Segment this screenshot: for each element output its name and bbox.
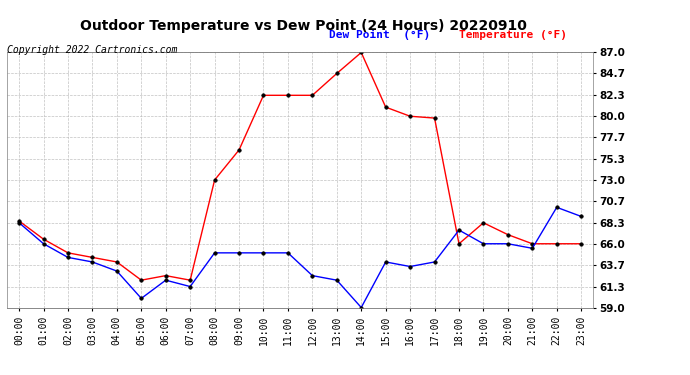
Text: Temperature (°F): Temperature (°F) [458, 30, 566, 40]
Text: Outdoor Temperature vs Dew Point (24 Hours) 20220910: Outdoor Temperature vs Dew Point (24 Hou… [80, 19, 527, 33]
Text: Dew Point  (°F): Dew Point (°F) [330, 30, 431, 40]
Text: Copyright 2022 Cartronics.com: Copyright 2022 Cartronics.com [7, 45, 177, 55]
